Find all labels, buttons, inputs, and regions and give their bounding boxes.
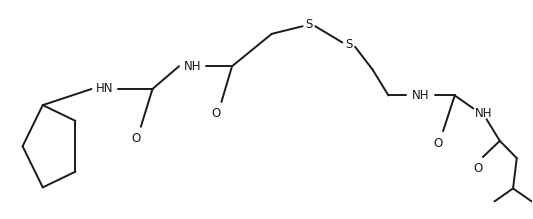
Text: S: S <box>345 38 352 51</box>
Text: HN: HN <box>96 83 114 95</box>
Text: S: S <box>305 18 313 31</box>
Text: O: O <box>131 132 140 145</box>
Text: NH: NH <box>183 60 201 73</box>
Text: NH: NH <box>475 107 492 120</box>
Text: NH: NH <box>411 89 429 102</box>
Text: O: O <box>473 162 482 175</box>
Text: O: O <box>212 107 221 120</box>
Text: O: O <box>433 136 442 150</box>
